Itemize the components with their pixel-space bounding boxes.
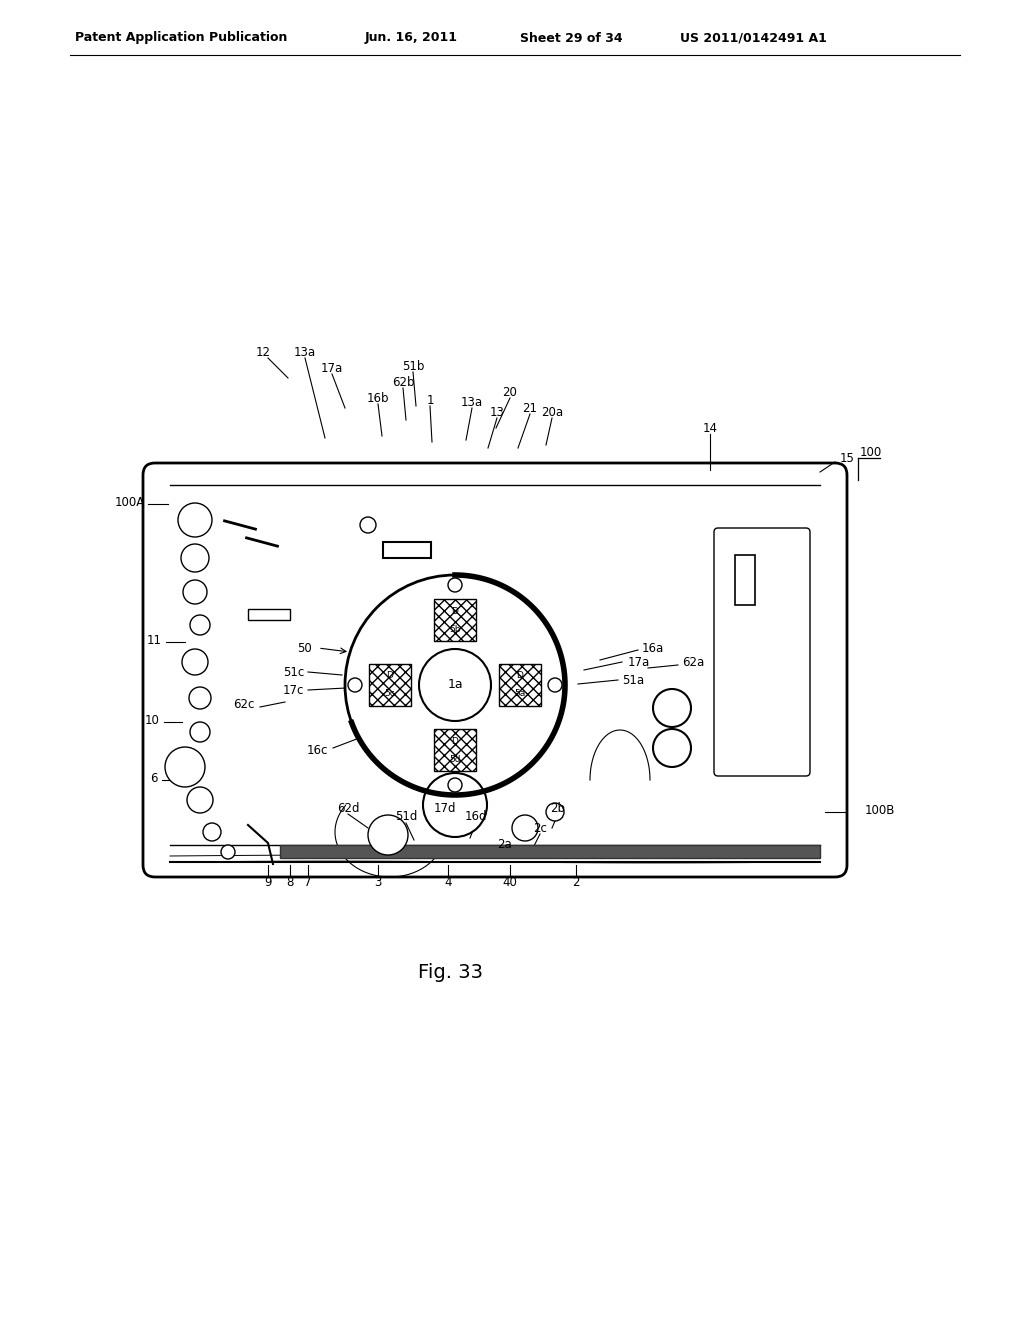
Text: 15: 15 <box>840 451 855 465</box>
Circle shape <box>221 845 234 859</box>
Circle shape <box>368 814 408 855</box>
Text: 62d: 62d <box>337 801 359 814</box>
FancyBboxPatch shape <box>143 463 847 876</box>
Circle shape <box>653 689 691 727</box>
Text: 12: 12 <box>256 346 270 359</box>
Bar <box>248 609 290 620</box>
Circle shape <box>546 803 564 821</box>
Text: Patent Application Publication: Patent Application Publication <box>75 32 288 45</box>
Polygon shape <box>434 599 476 642</box>
Circle shape <box>190 722 210 742</box>
Text: 20a: 20a <box>541 405 563 418</box>
Text: 3: 3 <box>375 875 382 888</box>
Text: 5d: 5d <box>450 755 461 763</box>
Circle shape <box>419 649 490 721</box>
Text: 51d: 51d <box>395 810 417 824</box>
Polygon shape <box>369 664 412 706</box>
Text: 100B: 100B <box>865 804 895 817</box>
Circle shape <box>345 576 565 795</box>
Text: D: D <box>387 672 393 681</box>
Text: 62c: 62c <box>233 698 255 711</box>
Text: 8: 8 <box>287 875 294 888</box>
Circle shape <box>348 678 362 692</box>
Text: 21: 21 <box>522 401 538 414</box>
Text: 50: 50 <box>297 642 312 655</box>
Circle shape <box>187 787 213 813</box>
Text: 7: 7 <box>304 875 311 888</box>
Text: Fig. 33: Fig. 33 <box>418 962 482 982</box>
Circle shape <box>512 814 538 841</box>
Circle shape <box>183 579 207 605</box>
Circle shape <box>548 678 562 692</box>
Text: 62b: 62b <box>392 375 415 388</box>
Text: 2c: 2c <box>534 821 547 834</box>
Text: 5a: 5a <box>514 689 525 698</box>
Circle shape <box>178 503 212 537</box>
Circle shape <box>181 544 209 572</box>
Text: Sheet 29 of 34: Sheet 29 of 34 <box>520 32 623 45</box>
Text: 16c: 16c <box>306 743 328 756</box>
Polygon shape <box>499 664 542 706</box>
Circle shape <box>423 774 487 837</box>
Circle shape <box>182 649 208 675</box>
Text: 1a: 1a <box>447 678 463 692</box>
Text: 40: 40 <box>503 875 517 888</box>
Bar <box>383 543 431 558</box>
Polygon shape <box>434 729 476 771</box>
Text: 10: 10 <box>145 714 160 726</box>
Text: 2a: 2a <box>497 837 511 850</box>
Bar <box>280 845 820 858</box>
Text: 51a: 51a <box>622 673 644 686</box>
Text: 5b: 5b <box>450 624 461 634</box>
Text: 1: 1 <box>426 393 434 407</box>
Text: 4: 4 <box>444 875 452 888</box>
Text: 11: 11 <box>147 634 162 647</box>
Text: 13a: 13a <box>461 396 483 408</box>
Text: 51b: 51b <box>401 359 424 372</box>
Text: 13a: 13a <box>294 346 316 359</box>
Circle shape <box>165 747 205 787</box>
Text: 6: 6 <box>151 771 158 784</box>
FancyBboxPatch shape <box>714 528 810 776</box>
Text: 2: 2 <box>572 875 580 888</box>
Text: 17a: 17a <box>321 362 343 375</box>
Text: 2b: 2b <box>551 801 565 814</box>
Circle shape <box>190 615 210 635</box>
Circle shape <box>189 686 211 709</box>
Circle shape <box>449 578 462 591</box>
Text: 17c: 17c <box>283 684 304 697</box>
Text: 100: 100 <box>860 446 883 458</box>
Text: 51c: 51c <box>283 665 304 678</box>
Circle shape <box>653 729 691 767</box>
Text: 17a: 17a <box>628 656 650 668</box>
Text: 100A: 100A <box>115 495 145 508</box>
Text: 5c: 5c <box>385 689 395 698</box>
Text: 13: 13 <box>489 405 505 418</box>
Text: 16b: 16b <box>367 392 389 404</box>
Text: D: D <box>452 737 459 746</box>
Circle shape <box>449 777 462 792</box>
Text: US 2011/0142491 A1: US 2011/0142491 A1 <box>680 32 826 45</box>
Text: 16a: 16a <box>642 642 665 655</box>
Text: 62a: 62a <box>682 656 705 668</box>
Text: D: D <box>452 606 459 615</box>
Circle shape <box>203 822 221 841</box>
Text: 16d: 16d <box>465 810 487 824</box>
Text: Jun. 16, 2011: Jun. 16, 2011 <box>365 32 458 45</box>
Text: 9: 9 <box>264 875 271 888</box>
Text: D: D <box>516 672 523 681</box>
Circle shape <box>360 517 376 533</box>
Text: 14: 14 <box>702 421 718 434</box>
Text: 17d: 17d <box>434 801 457 814</box>
Bar <box>735 554 755 605</box>
Text: 20: 20 <box>503 385 517 399</box>
